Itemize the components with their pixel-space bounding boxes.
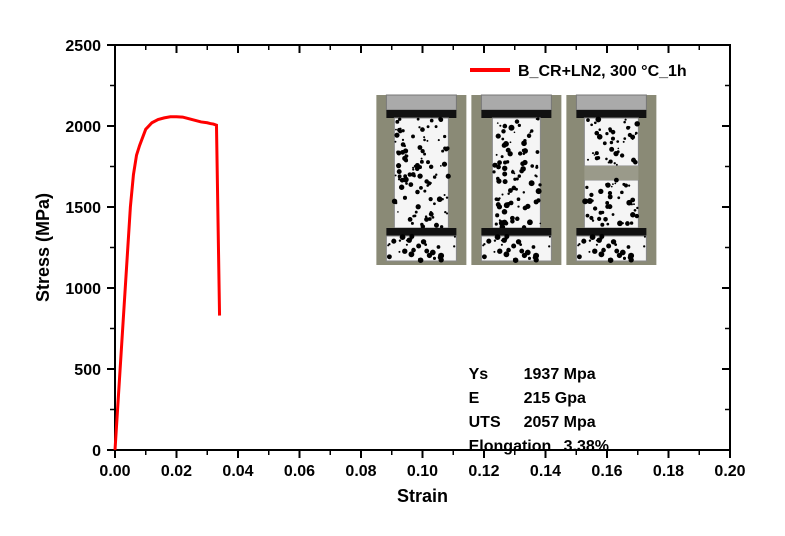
x-axis-label: Strain	[397, 486, 448, 506]
x-tick-label: 0.12	[468, 463, 499, 480]
prop-key: Elongation	[469, 438, 552, 455]
x-tick-label: 0.08	[345, 463, 376, 480]
x-tick-label: 0.02	[161, 463, 192, 480]
prop-val: 2057 Mpa	[524, 414, 596, 431]
y-tick-label: 2500	[65, 38, 101, 55]
x-tick-label: 0.10	[407, 463, 438, 480]
stress-strain-curve	[115, 117, 220, 450]
specimen-initial	[376, 95, 466, 265]
x-tick-label: 0.16	[591, 463, 622, 480]
y-tick-label: 2000	[65, 119, 101, 136]
prop-key: E	[469, 390, 480, 407]
y-tick-label: 1500	[65, 200, 101, 217]
prop-val: 3.38%	[564, 438, 609, 455]
stress-strain-chart: 0.00 0.02 0.04 0.06 0.08 0.10 0.12 0.14 0.16 0.18…	[20, 20, 765, 516]
x-tick-label: 0.14	[530, 463, 561, 480]
x-tick-label: 0.20	[714, 463, 745, 480]
x-tick-label: 0.18	[653, 463, 684, 480]
y-tick-label: 0	[92, 443, 101, 460]
x-tick-label: 0.04	[222, 463, 253, 480]
specimen-fractured	[566, 95, 656, 265]
specimen-deforming	[471, 95, 561, 265]
x-tick-label: 0.06	[284, 463, 315, 480]
y-tick-label: 1000	[65, 281, 101, 298]
prop-val: 1937 Mpa	[524, 366, 596, 383]
prop-key: UTS	[469, 414, 501, 431]
y-tick-label: 500	[74, 362, 101, 379]
x-tick-label: 0.00	[99, 463, 130, 480]
y-axis-label: Stress (MPa)	[33, 193, 53, 302]
prop-key: Ys	[469, 366, 489, 383]
legend-label: B_CR+LN2, 300 °C_1h	[518, 63, 687, 80]
prop-val: 215 Gpa	[524, 390, 586, 407]
